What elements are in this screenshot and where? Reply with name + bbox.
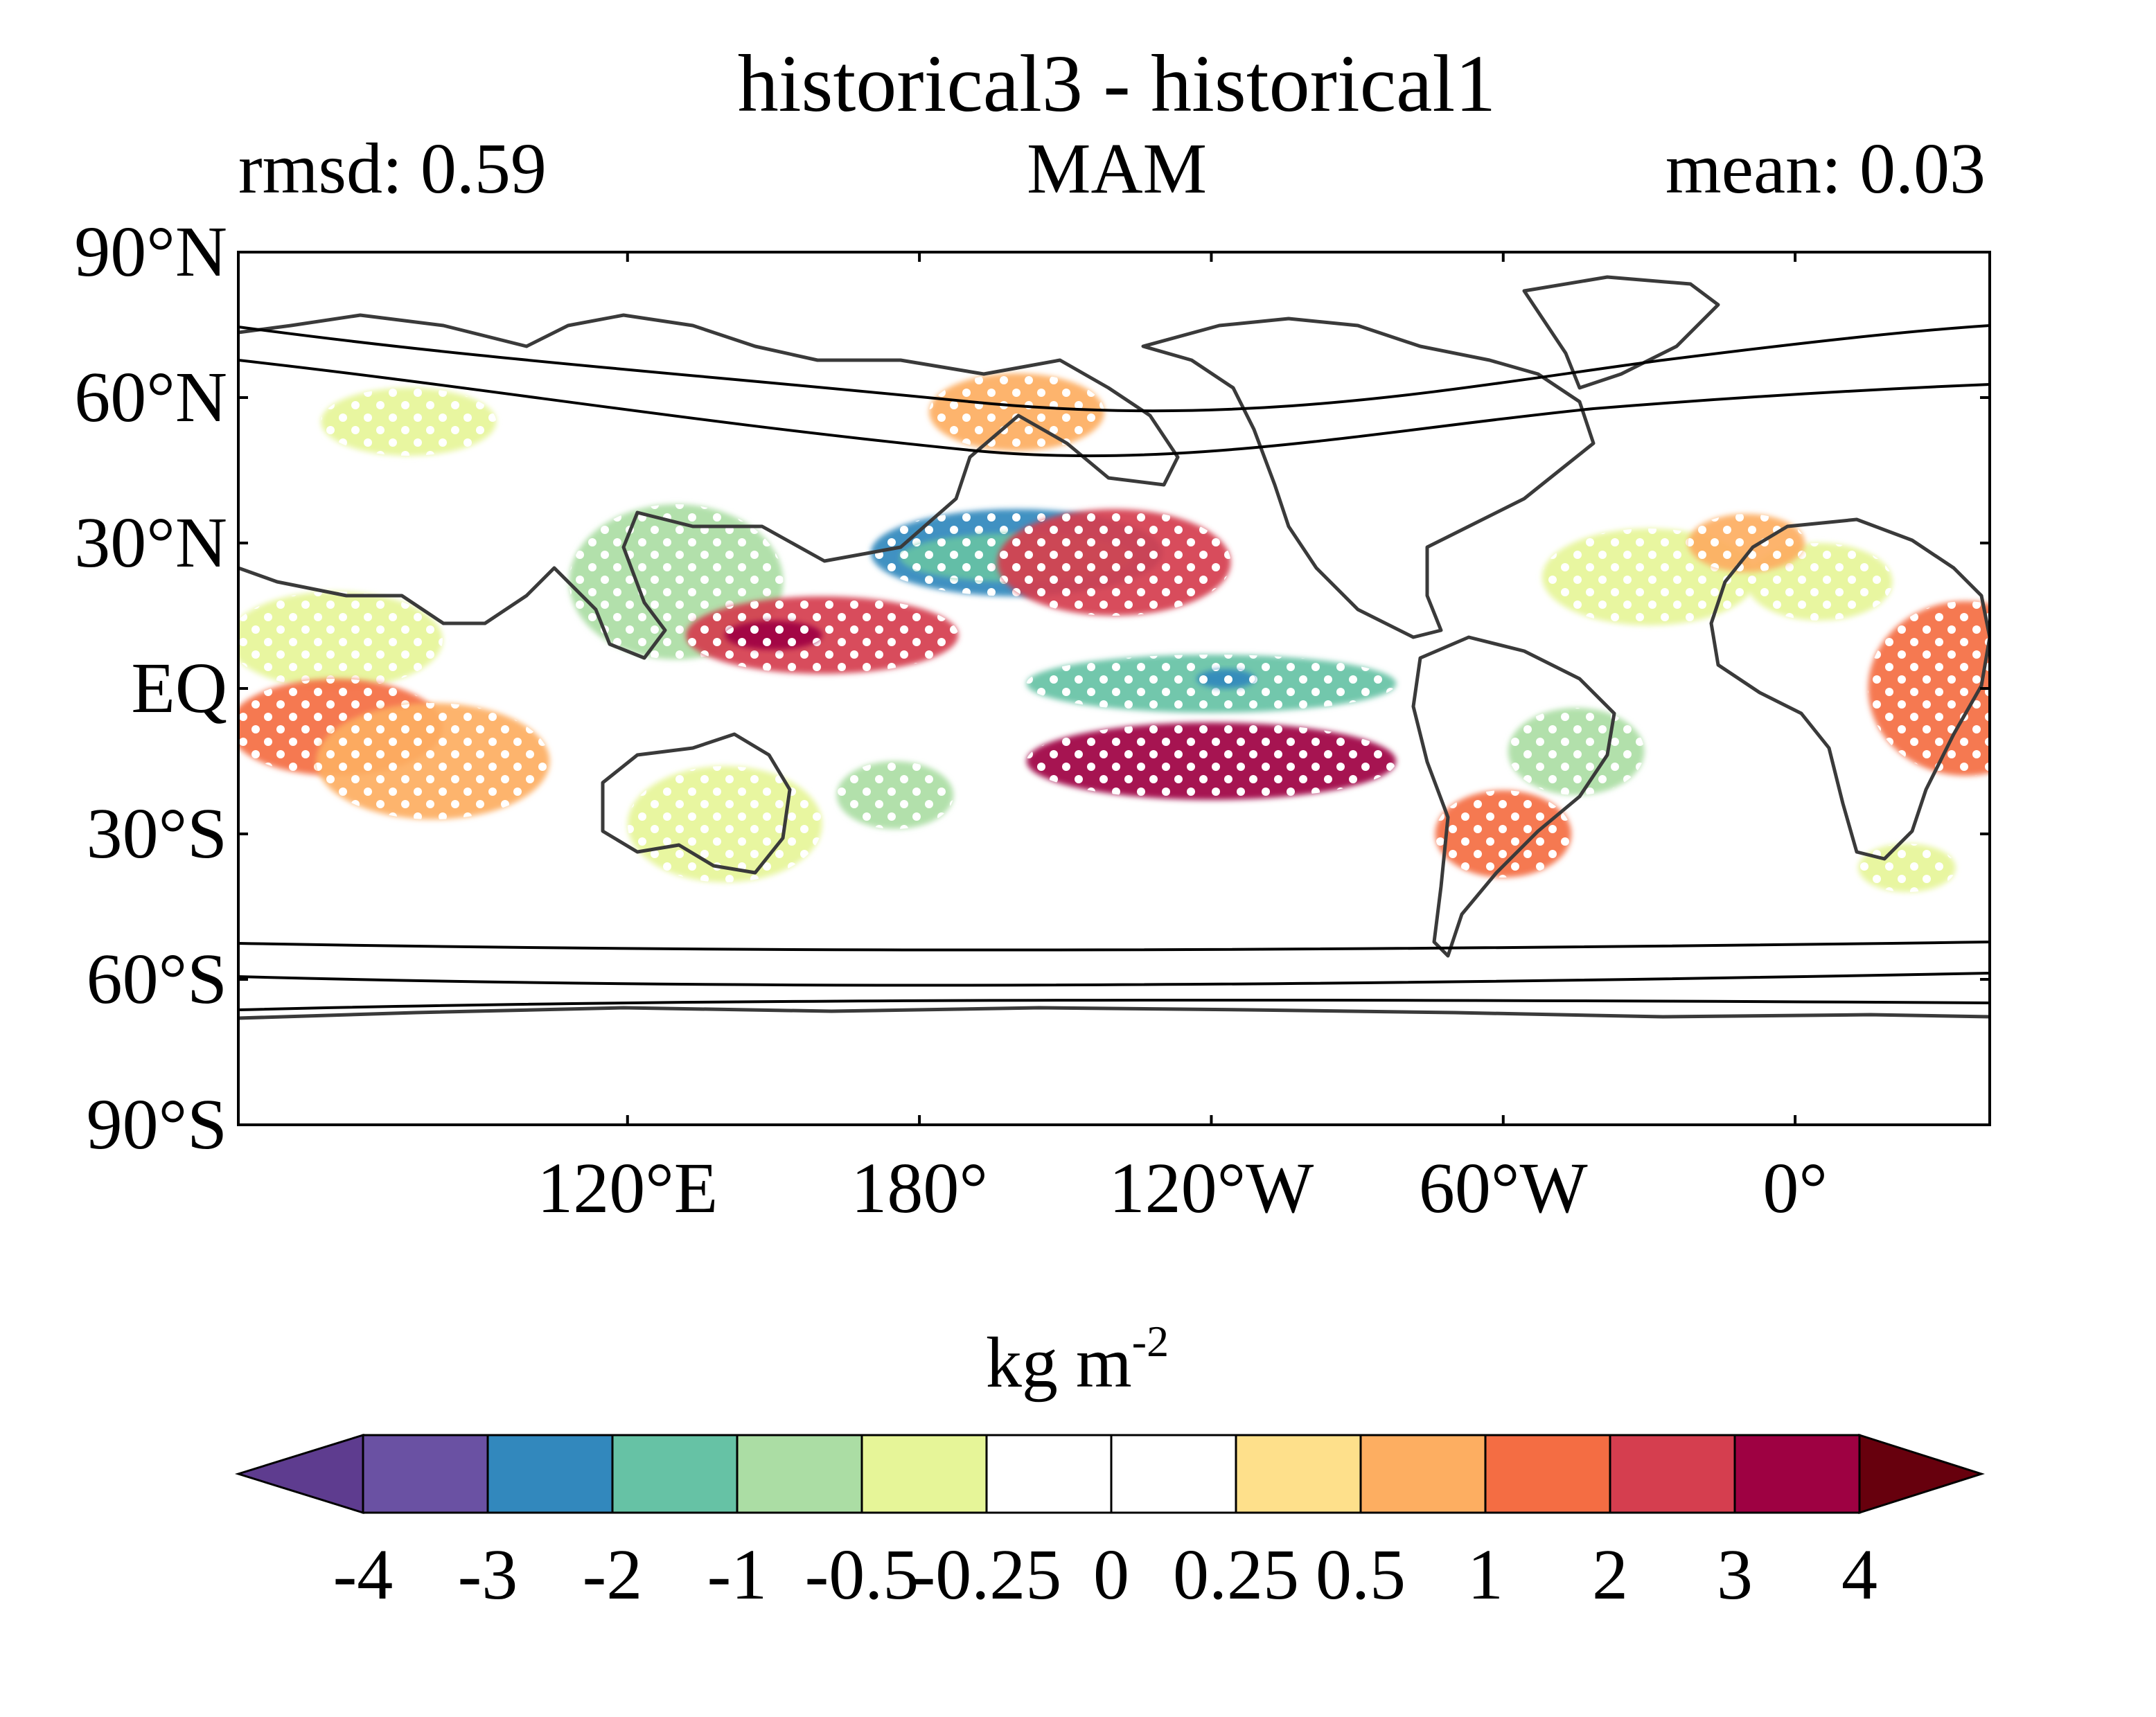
latitude-labels: 90°N 60°N 30°N EQ 30°S 60°S 90°S bbox=[74, 212, 227, 1164]
colorbar-tick-label: -4 bbox=[333, 1535, 394, 1614]
y-tick-label: 30°S bbox=[87, 794, 227, 873]
colorbar-tick-label: 0.25 bbox=[1173, 1535, 1299, 1614]
contour-line-north bbox=[238, 359, 1990, 458]
y-tick-label: 60°N bbox=[74, 357, 227, 437]
colorbar-tick-label: -3 bbox=[458, 1535, 518, 1614]
colorbar-unit: kg m-2 bbox=[986, 1317, 1169, 1403]
stipple-region-8 bbox=[627, 766, 822, 882]
stipple-region-5 bbox=[238, 591, 443, 688]
colorbar-tick-labels: -4 -3 -2 -1 -0.5-0.25 0 0.25 0.5 1 2 3 4 bbox=[333, 1535, 1877, 1614]
x-tick-label: 60°W bbox=[1419, 1148, 1588, 1228]
colorbar-tick-label: -0.5 bbox=[805, 1535, 919, 1614]
anomaly-field bbox=[238, 373, 1990, 892]
colorbar-extend-high bbox=[1858, 1433, 1985, 1515]
x-tick-label: 120°W bbox=[1109, 1148, 1314, 1228]
coastline-asia bbox=[238, 313, 1180, 660]
colorbar-segment bbox=[1235, 1434, 1362, 1514]
mean-label: mean: 0.03 bbox=[1665, 129, 1986, 208]
contour-line-south-2 bbox=[238, 972, 1990, 987]
stipple-region-11 bbox=[1858, 844, 1956, 892]
x-tick-label: 180° bbox=[851, 1148, 988, 1228]
contour-line-south-3 bbox=[238, 998, 1990, 1011]
stipple-region-20 bbox=[1435, 790, 1572, 878]
stipple-region-18 bbox=[316, 703, 550, 819]
colorbar-segment bbox=[1733, 1434, 1861, 1514]
colorbar-unit-exponent: -2 bbox=[1132, 1317, 1169, 1366]
stipple-region-15 bbox=[1026, 722, 1397, 800]
colorbar-tick-label: -1 bbox=[707, 1535, 768, 1614]
season-label: MAM bbox=[1027, 129, 1207, 208]
coastline-greenland bbox=[1522, 275, 1720, 390]
coastlines bbox=[238, 275, 1990, 1020]
colorbar-segment bbox=[362, 1434, 489, 1514]
colorbar-segment bbox=[985, 1434, 1113, 1514]
colorbar-tick-label: 4 bbox=[1841, 1535, 1877, 1614]
y-tick-label: 60°S bbox=[87, 939, 227, 1019]
colorbar-tick-label: 0.5 bbox=[1316, 1535, 1406, 1614]
stipple-region-3 bbox=[1196, 669, 1255, 688]
y-tick-label: 90°S bbox=[87, 1085, 227, 1164]
colorbar-segment bbox=[860, 1434, 988, 1514]
y-tick-label: 30°N bbox=[74, 503, 227, 582]
x-tick-label: 120°E bbox=[537, 1148, 718, 1228]
coastline-australia bbox=[601, 732, 792, 875]
x-tick-label: 0° bbox=[1762, 1148, 1828, 1228]
colorbar-tick-label: -0.25 bbox=[912, 1535, 1062, 1614]
map-axis-ticks bbox=[238, 251, 1990, 1126]
contour-line-south-1 bbox=[238, 941, 1990, 952]
colorbar-segment bbox=[486, 1434, 614, 1514]
coastline-south-america bbox=[1411, 635, 1616, 958]
stipple-region-16 bbox=[725, 621, 822, 650]
colorbar-tick-label: 3 bbox=[1717, 1535, 1753, 1614]
colorbar-tick-label: 2 bbox=[1592, 1535, 1628, 1614]
contour-lines bbox=[238, 324, 1990, 1011]
coastline-antarctica bbox=[238, 1006, 1990, 1020]
chart-title: historical3 - historical1 bbox=[738, 38, 1496, 129]
colorbar-tick-label: 0 bbox=[1093, 1535, 1129, 1614]
longitude-labels: 120°E 180° 120°W 60°W 0° bbox=[537, 1148, 1828, 1228]
y-tick-label: EQ bbox=[131, 648, 227, 728]
colorbar-segment bbox=[1359, 1434, 1487, 1514]
stipple-region-7 bbox=[1508, 708, 1645, 795]
y-tick-label: 90°N bbox=[74, 212, 227, 292]
colorbar-segments bbox=[234, 1433, 1985, 1515]
coastline-africa bbox=[1709, 517, 1990, 861]
stipple-region-19 bbox=[1868, 601, 1990, 776]
stipple-region-22 bbox=[1688, 514, 1805, 572]
colorbar-tick-label: -2 bbox=[583, 1535, 643, 1614]
stipple-region-13 bbox=[997, 509, 1231, 616]
colorbar: kg m-2 -4 -3 -2 -1 -0.5-0.25 0 0.25 0.5 1 2 3 4 bbox=[234, 1317, 1985, 1614]
rmsd-label: rmsd: 0.59 bbox=[238, 129, 547, 208]
stipple-region-21 bbox=[929, 373, 1104, 451]
colorbar-segment bbox=[1609, 1434, 1736, 1514]
colorbar-segment bbox=[736, 1434, 863, 1514]
colorbar-segment bbox=[1484, 1434, 1611, 1514]
colorbar-segment bbox=[1110, 1434, 1237, 1514]
colorbar-tick-label: 1 bbox=[1467, 1535, 1503, 1614]
colorbar-extend-low bbox=[234, 1433, 364, 1515]
colorbar-unit-base: kg m bbox=[986, 1323, 1132, 1403]
contour-line-arctic bbox=[238, 324, 1990, 413]
stipple-region-9 bbox=[836, 761, 954, 829]
coastline-north-america bbox=[1141, 317, 1596, 639]
colorbar-segment bbox=[611, 1434, 739, 1514]
stipple-region-12 bbox=[321, 388, 497, 456]
